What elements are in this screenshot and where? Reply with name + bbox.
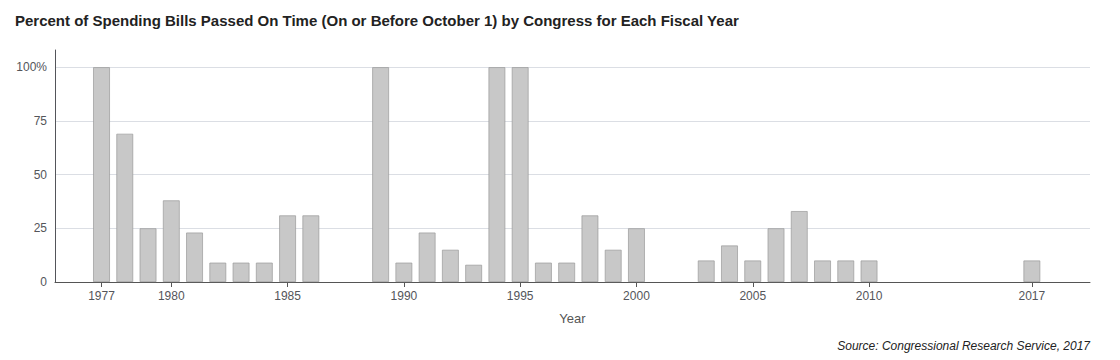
svg-text:0: 0 xyxy=(40,275,47,289)
svg-text:2005: 2005 xyxy=(739,289,766,303)
svg-text:1980: 1980 xyxy=(158,289,185,303)
svg-text:2017: 2017 xyxy=(1019,289,1046,303)
svg-text:Percent of Spending Bills Pass: Percent of Spending Bills Passed On Time… xyxy=(15,12,739,29)
svg-text:1990: 1990 xyxy=(391,289,418,303)
svg-text:25: 25 xyxy=(34,221,48,235)
svg-text:1985: 1985 xyxy=(274,289,301,303)
svg-text:Source: Congressional Research: Source: Congressional Research Service, … xyxy=(837,339,1091,353)
svg-text:2000: 2000 xyxy=(623,289,650,303)
svg-text:Year: Year xyxy=(559,311,586,326)
svg-text:50: 50 xyxy=(34,168,48,182)
svg-text:75: 75 xyxy=(34,114,48,128)
svg-text:1977: 1977 xyxy=(88,289,115,303)
svg-text:100%: 100% xyxy=(16,60,47,74)
svg-text:2010: 2010 xyxy=(856,289,883,303)
svg-text:1995: 1995 xyxy=(507,289,534,303)
